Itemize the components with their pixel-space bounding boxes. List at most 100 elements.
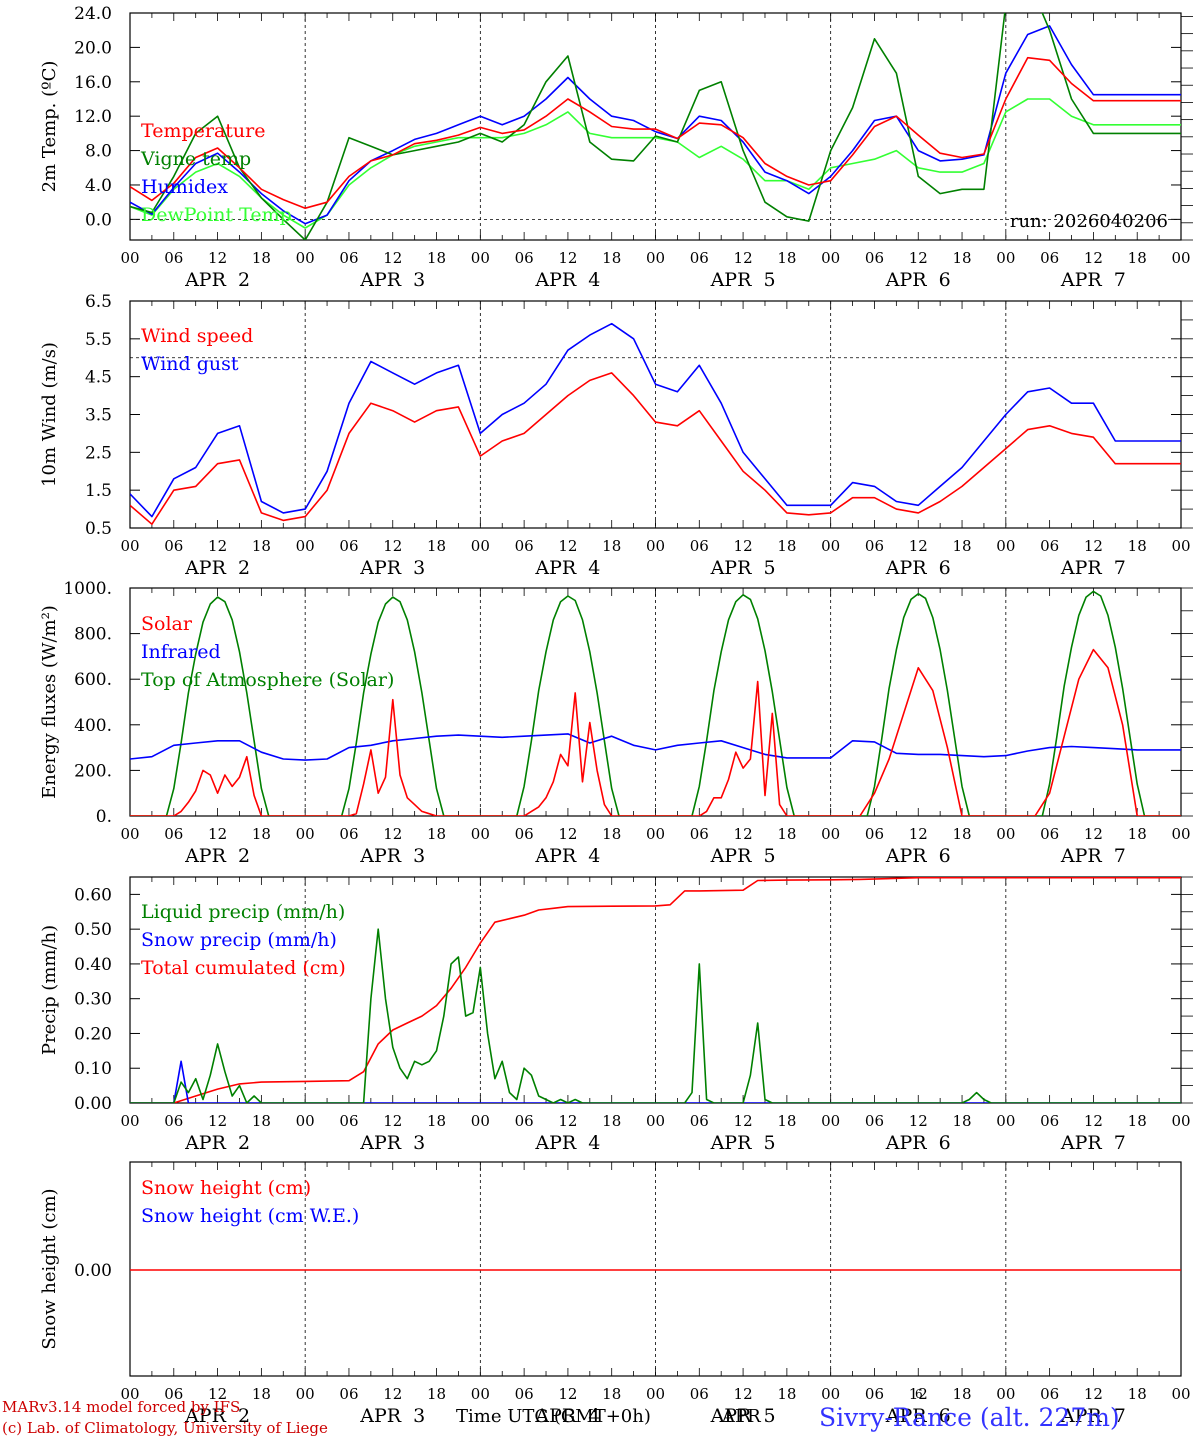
hour-tick-label: 12 — [208, 825, 227, 843]
model-credit: MARv3.14 model forced by IFS — [2, 1398, 240, 1416]
hour-tick-label: 12 — [1084, 1385, 1103, 1403]
day-label: APR 2 — [184, 845, 250, 867]
hour-tick-label: 06 — [339, 1112, 358, 1130]
hour-tick-label: 18 — [952, 825, 971, 843]
day-label: APR 3 — [359, 269, 425, 291]
legend-entry: Wind gust — [141, 353, 239, 375]
y-tick-label: 600. — [74, 670, 112, 690]
hour-tick-label: 00 — [821, 825, 840, 843]
hour-tick-label: 12 — [909, 537, 928, 555]
y-tick-label: 0.5 — [85, 519, 112, 539]
day-label: APR 4 — [534, 1405, 600, 1427]
hour-tick-label: 00 — [996, 825, 1015, 843]
hour-tick-label: 12 — [734, 825, 753, 843]
hour-tick-label: 12 — [1084, 825, 1103, 843]
hour-tick-label: 00 — [296, 537, 315, 555]
hour-tick-label: 00 — [471, 537, 490, 555]
hour-tick-label: 12 — [383, 1112, 402, 1130]
hour-tick-label: 00 — [646, 825, 665, 843]
y-tick-label: 0.30 — [74, 990, 112, 1010]
hour-tick-label: 00 — [821, 1385, 840, 1403]
hour-tick-label: 12 — [734, 249, 753, 267]
hour-tick-label: 06 — [164, 825, 183, 843]
hour-tick-label: 06 — [865, 537, 884, 555]
hour-tick-label: 00 — [296, 1112, 315, 1130]
legend-entry: Snow height (cm) — [141, 1177, 311, 1199]
temperature-panel: 24.0 20.0 16.0 12.0 8.0 4.0 0.0 2m Temp. (ºC) 00… — [39, 4, 1193, 291]
hour-tick-label: 18 — [777, 537, 796, 555]
hour-tick-label: 00 — [1171, 537, 1190, 555]
legend-entry: Temperature — [141, 120, 265, 142]
y-tick-label: 0.00 — [74, 1094, 112, 1114]
hour-tick-label: 18 — [1128, 249, 1147, 267]
hour-tick-label: 12 — [1084, 537, 1103, 555]
hour-tick-label: 00 — [821, 537, 840, 555]
y-tick-label: 800. — [74, 625, 112, 645]
hour-tick-label: 18 — [602, 1385, 621, 1403]
hour-tick-label: 12 — [734, 1385, 753, 1403]
day-label: APR 4 — [534, 557, 600, 579]
y-tick-label: 0.40 — [74, 955, 112, 975]
day-label: APR 2 — [184, 269, 250, 291]
legend-entry: Infrared — [141, 641, 221, 663]
y-tick-label: 24.0 — [74, 4, 112, 24]
y-tick-label: 1000. — [63, 579, 112, 599]
hour-tick-label: 18 — [427, 537, 446, 555]
hour-tick-label: 12 — [383, 825, 402, 843]
hour-tick-label: 06 — [1040, 249, 1059, 267]
hour-tick-label: 06 — [1040, 1112, 1059, 1130]
hour-tick-label: 00 — [296, 249, 315, 267]
hour-tick-label: 00 — [646, 537, 665, 555]
hour-tick-label: 12 — [208, 1112, 227, 1130]
hour-tick-label: 00 — [120, 1385, 139, 1403]
series-line — [130, 733, 1181, 761]
hour-tick-label: 12 — [558, 537, 577, 555]
day-label: APR 5 — [710, 557, 776, 579]
hour-tick-label: 06 — [865, 249, 884, 267]
hour-tick-label: 18 — [777, 1385, 796, 1403]
hour-tick-label: 12 — [558, 825, 577, 843]
hour-tick-label: 12 — [909, 825, 928, 843]
hour-tick-label: 00 — [471, 249, 490, 267]
hour-tick-label: 00 — [646, 1112, 665, 1130]
y-tick-label: 0.00 — [74, 1261, 112, 1281]
day-label: APR 3 — [359, 845, 425, 867]
day-label: APR 7 — [1060, 1405, 1126, 1427]
day-label: APR 6 — [885, 1405, 951, 1427]
hour-tick-label: 18 — [777, 249, 796, 267]
hour-tick-label: 00 — [120, 537, 139, 555]
y-tick-label: 20.0 — [74, 38, 112, 58]
y-axis-label: Precip (mm/h) — [39, 925, 60, 1055]
day-label: APR 2 — [184, 1132, 250, 1154]
day-label: APR 6 — [885, 1132, 951, 1154]
hour-tick-label: 06 — [865, 1385, 884, 1403]
series-group — [130, 590, 1181, 816]
hour-tick-label: 18 — [1128, 1385, 1147, 1403]
hour-tick-label: 18 — [777, 1112, 796, 1130]
precip-panel: 0.60 0.50 0.40 0.30 0.20 0.10 0.00 Precip (mm/h… — [39, 876, 1193, 1154]
hour-tick-label: 00 — [996, 249, 1015, 267]
hour-tick-label: 06 — [690, 1385, 709, 1403]
hour-tick-label: 00 — [296, 1385, 315, 1403]
series-line — [130, 25, 1181, 225]
day-label: APR 6 — [885, 557, 951, 579]
y-tick-label: 1.5 — [85, 481, 112, 501]
hour-tick-label: 00 — [646, 1385, 665, 1403]
hour-tick-label: 06 — [515, 825, 534, 843]
hour-tick-label: 00 — [996, 1112, 1015, 1130]
day-label: APR 4 — [534, 269, 600, 291]
y-tick-label: 4.5 — [85, 368, 112, 388]
series-line — [130, 56, 1181, 209]
hour-tick-label: 12 — [383, 1385, 402, 1403]
chart-panels: 24.0 20.0 16.0 12.0 8.0 4.0 0.0 2m Temp. (ºC) 00… — [39, 4, 1193, 1427]
hour-tick-label: 12 — [909, 1385, 928, 1403]
hour-tick-label: 06 — [339, 537, 358, 555]
hour-tick-label: 18 — [252, 1112, 271, 1130]
legend-entry: Wind speed — [141, 325, 253, 347]
time-axis-label: Time UTC (GMT+0h) — [456, 1406, 651, 1427]
footer-digit: 6 — [915, 1387, 923, 1401]
hour-tick-label: 06 — [690, 537, 709, 555]
day-label: APR 5 — [710, 845, 776, 867]
legend-entry: Liquid precip (mm/h) — [141, 901, 345, 923]
